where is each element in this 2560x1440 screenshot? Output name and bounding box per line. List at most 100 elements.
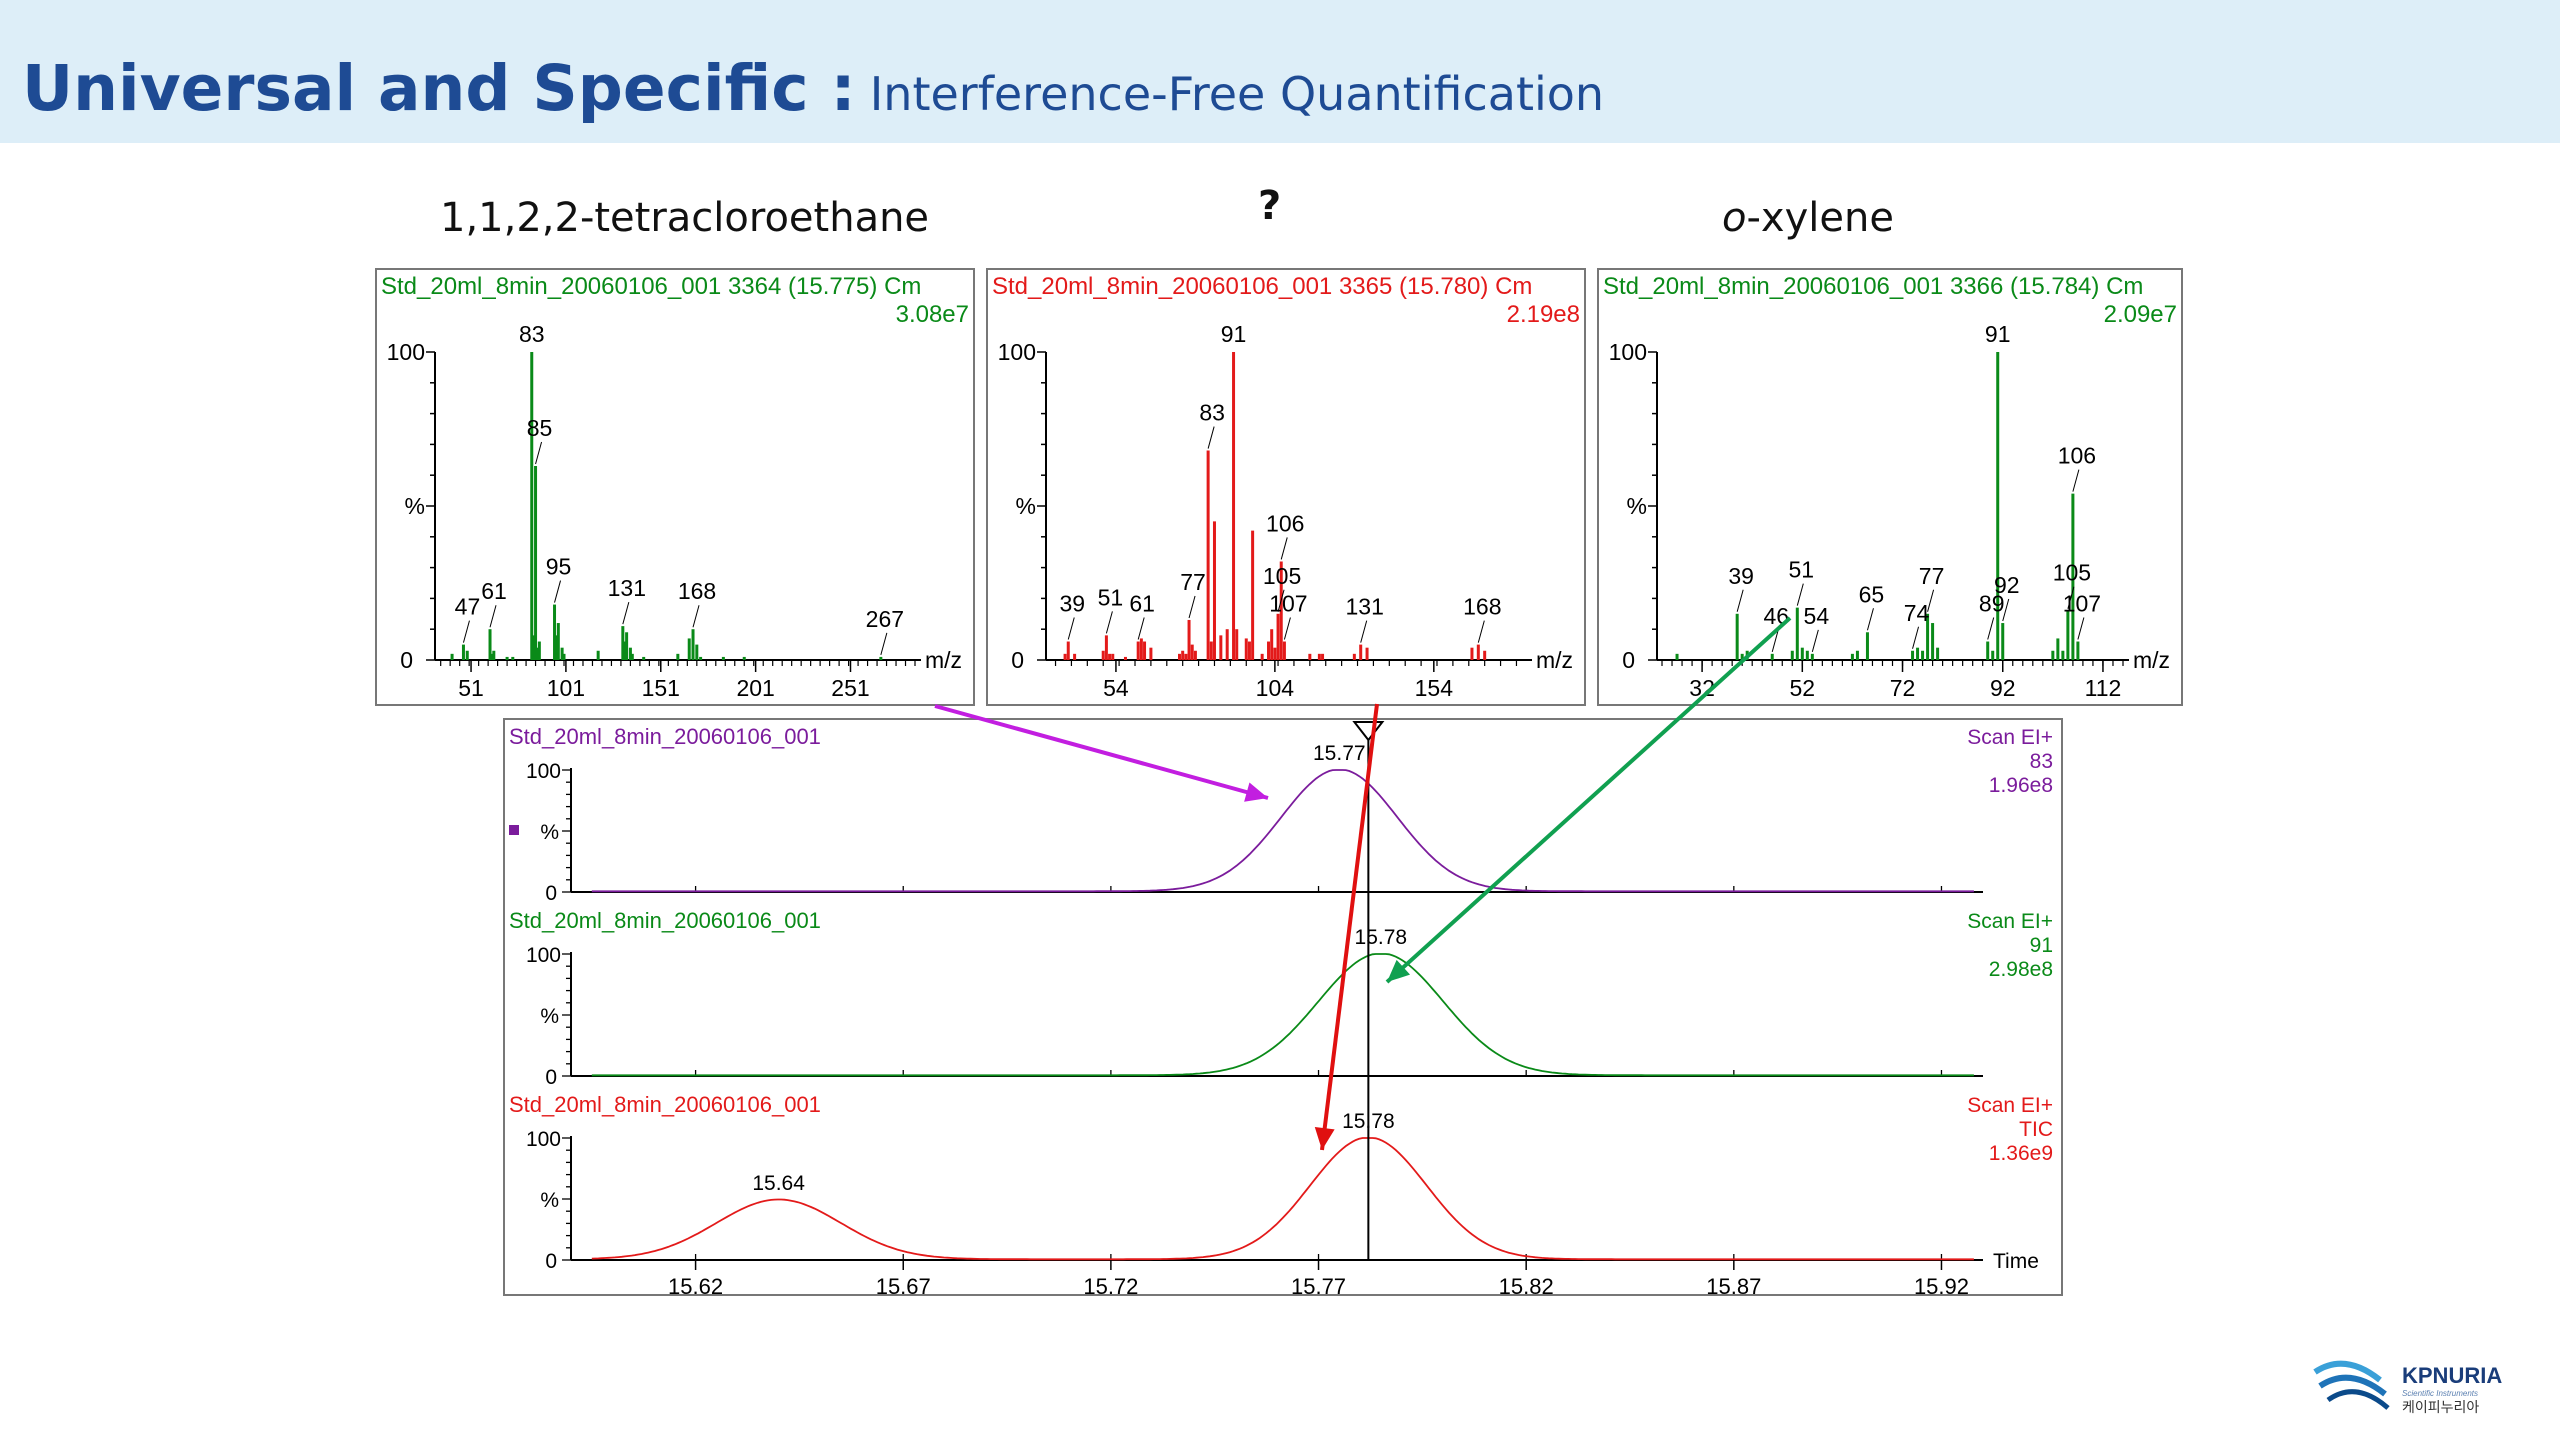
peak-label: 131 [1346,594,1384,620]
peak-label-leader [462,620,470,643]
peak-label-leader [1280,537,1288,560]
peak-label-leader [2002,598,2010,622]
peak-rt-label: 15.64 [752,1172,805,1195]
peak-label: 39 [1728,563,1754,589]
trace-header: Std_20ml_8min_20060106_001 [509,724,821,749]
y-tick-label: 0 [1011,647,1024,673]
peak-label: 51 [1789,557,1815,583]
peak-label: 92 [1994,572,2020,598]
title-main: Universal and Specific : [22,52,856,125]
peak-label: 131 [608,575,646,601]
trace-scan: Scan EI+ [1967,910,2053,933]
trace-scan: Scan EI+ [1967,726,2053,749]
peak-rt-label: 15.78 [1355,926,1408,949]
spectrum-panel-left: Std_20ml_8min_20060106_001 3364 (15.775)… [375,268,975,706]
spectrum-header: Std_20ml_8min_20060106_001 3364 (15.775)… [381,273,921,300]
y-tick-label: % [405,493,425,519]
peak-label: 61 [1129,591,1155,617]
peak-label-leader [1811,629,1819,652]
y-tick-label: 100 [526,944,561,967]
x-tick-label: 101 [547,675,585,701]
peak-label: 77 [1919,563,1945,589]
peak-label-leader [1912,626,1920,649]
y-tick-label: 0 [545,1066,557,1089]
peak-label: 267 [866,606,904,632]
x-tick-label: 52 [1790,675,1816,701]
peak-rt-label: 15.77 [1313,742,1366,765]
x-tick-label: 154 [1415,675,1454,701]
title-sub: Interference-Free Quantification [869,67,1605,121]
x-tick-label: 51 [458,675,484,701]
peak-label-leader [535,441,543,465]
peak-label: 107 [2063,591,2101,617]
trace-marker [509,825,519,835]
peak-label: 95 [546,554,572,580]
trace-ion: TIC [2019,1118,2053,1141]
peak-label: 77 [1180,569,1206,595]
time-tick-label: 15.72 [1083,1274,1138,1296]
y-tick-label: % [540,821,559,844]
y-tick-label: % [540,1189,559,1212]
peak-label: 106 [2058,443,2096,469]
caption-o-xylene-rest: -xylene [1746,195,1894,241]
peak-label: 47 [455,594,481,620]
x-tick-label: 32 [1689,675,1715,701]
y-tick-label: 100 [1609,339,1647,365]
peak-label-leader [1987,617,1995,640]
time-tick-label: 15.82 [1499,1274,1554,1296]
caption-o-xylene-prefix: o [1722,195,1747,241]
trace-header: Std_20ml_8min_20060106_001 [509,908,821,933]
peak-label: 83 [519,321,545,347]
peak-label: 85 [527,415,553,441]
peak-label: 65 [1859,581,1885,607]
y-tick-label: 0 [545,882,557,905]
peak-label-leader [1796,583,1804,606]
x-tick-label: 251 [831,675,869,701]
time-tick-label: 15.62 [668,1274,723,1296]
peak-label: 51 [1098,584,1124,610]
trace-ion: 83 [2030,750,2053,773]
caption-o-xylene: o-xylene [1722,195,1894,241]
time-tick-label: 15.67 [876,1274,931,1296]
peak-label-leader [2067,586,2075,609]
x-tick-label: 72 [1890,675,1916,701]
chromatogram-frame [503,718,2063,1296]
slide-title: Universal and Specific : Interference-Fr… [22,52,1604,142]
chromatogram-panel: Std_20ml_8min_20060106_001 Scan EI+831.96… [503,718,2063,1296]
y-tick-label: % [1627,493,1647,519]
peak-label-leader [2077,617,2085,640]
kpnuria-logo: KPNURIA Scientific Instruments 케이피누리아 [2310,1350,2530,1420]
caption-unknown: ? [1258,183,1282,229]
peak-label-leader [692,605,700,628]
y-tick-label: 0 [1622,647,1635,673]
x-tick-label: 92 [1990,675,2016,701]
peak-label-leader [489,605,497,628]
peak-label-leader [554,580,562,603]
x-tick-label: 54 [1103,675,1129,701]
peak-label: 106 [1266,510,1304,536]
x-axis-label: m/z [925,647,962,673]
caption-tetrachloroethane: 1,1,2,2-tetracloroethane [440,195,930,241]
peak-label-leader [1360,620,1368,643]
peak-label: 107 [1269,591,1307,617]
x-tick-label: 104 [1256,675,1295,701]
y-tick-label: % [540,1005,559,1028]
peak-label-leader [622,601,630,625]
x-tick-label: 151 [642,675,680,701]
peak-label: 89 [1979,591,2005,617]
spectrum-header: Std_20ml_8min_20060106_001 3365 (15.780)… [992,273,1532,300]
y-tick-label: 100 [387,339,425,365]
spectrum-intensity: 2.19e8 [1507,301,1580,328]
trace-intensity: 1.96e8 [1989,774,2053,797]
time-tick-label: 15.87 [1706,1274,1761,1296]
spectrum-header: Std_20ml_8min_20060106_001 3366 (15.784)… [1603,273,2143,300]
peak-label-leader [1067,617,1075,640]
title-banner [0,0,2560,143]
peak-label-leader [1866,608,1874,631]
spectrum-frame [375,268,975,706]
peak-label: 54 [1804,603,1830,629]
spectrum-frame [1597,268,2183,706]
peak-label: 39 [1059,591,1085,617]
y-tick-label: 0 [400,647,413,673]
trace-header: Std_20ml_8min_20060106_001 [509,1092,821,1117]
